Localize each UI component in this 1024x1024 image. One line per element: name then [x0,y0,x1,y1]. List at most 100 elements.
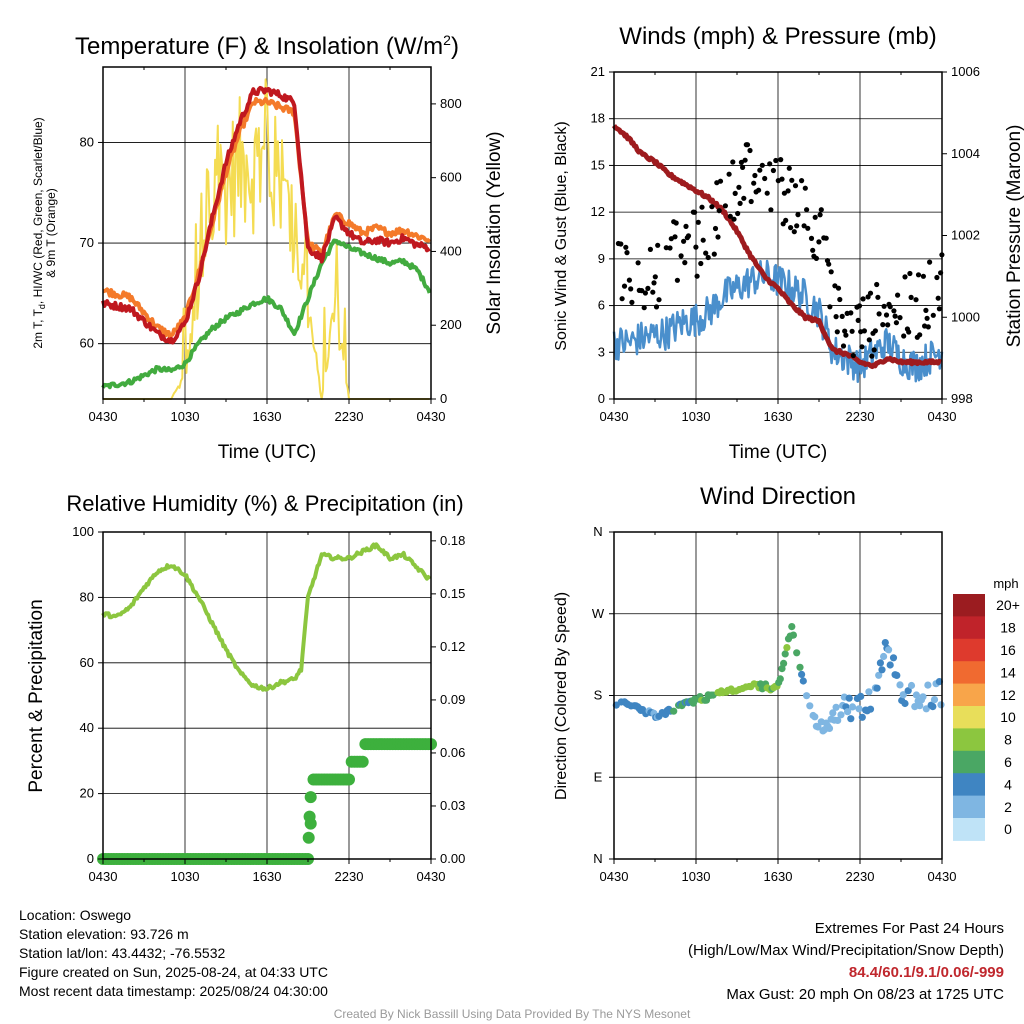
winds-series [611,124,945,384]
direction-point [837,711,845,719]
x-tick-label: 1030 [682,869,711,884]
gust-point [682,260,688,266]
gust-point [626,277,633,283]
gust-point [712,225,719,232]
direction-point [885,646,893,654]
gust-point [735,210,741,217]
x-tick-label: 1630 [253,409,282,424]
gust-point [859,344,865,350]
gust-point [653,304,660,310]
left-y-tick-label: 70 [80,235,94,250]
colorbar-label: 14 [1000,664,1016,680]
gust-point [744,142,751,148]
x-tick-label: 0430 [600,409,629,424]
gust-point [786,165,792,171]
direction-point [924,681,932,689]
left-y-tick-label: 0 [598,391,605,406]
gust-point [804,207,810,213]
x-tick-label: 0430 [417,869,446,884]
gust-point [791,229,797,235]
gust-point [764,190,770,196]
gust-point [741,195,747,201]
direction-point [858,713,866,721]
direction-point [916,702,924,710]
direction-point [919,693,927,701]
gust-point [920,273,927,279]
direction-point [825,724,834,733]
direction-point [832,703,840,711]
right-y-tick-label: 0.15 [440,586,465,601]
gust-point [731,216,737,222]
x-tick-label: 1030 [171,409,200,424]
gust-point [902,274,908,280]
series-pressure [611,124,943,370]
gust-point [799,178,805,184]
direction-point [907,681,916,690]
colorbar-swatch [953,818,985,841]
gust-point [923,307,929,313]
gust-point [861,328,868,334]
direction-point [806,702,814,710]
direction-label: E [594,769,603,784]
winds-xlabel: Time (UTC) [729,442,828,463]
colorbar-label: 6 [1004,754,1012,770]
right-y-tick-label: 200 [440,317,462,332]
gust-point [736,184,742,190]
gust-point [759,162,765,168]
gust-point [880,322,886,328]
gust-point [650,289,656,295]
gust-point [936,306,943,312]
gust-point [874,281,880,288]
series-wind [612,259,944,384]
temperature-ylabel-line1: 2m T, T [31,308,45,348]
gust-point [908,294,914,300]
gust-point [813,255,820,261]
gust-point [618,241,624,247]
direction-point [935,678,944,686]
direction-point [865,688,873,696]
humidity-ticks: 0430 1030 1630 2230 0430 0 20 40 60 80 100 0.00 0.03… [72,524,465,884]
direction-point [929,703,937,711]
gust-point [703,250,709,256]
left-y-tick-label: 20 [80,786,94,801]
gust-point [848,310,854,316]
gust-point [827,304,833,310]
direction-point [878,666,886,674]
gust-point [678,253,684,259]
precip-point [304,791,317,804]
gust-point [789,177,795,183]
gust-point [823,235,829,241]
direction-label: N [593,524,602,539]
colorbar-label: 8 [1004,732,1012,748]
x-tick-label: 0430 [928,409,957,424]
gust-point [667,245,673,251]
wind-direction-ylabel: Direction (Colored By Speed) [553,592,570,800]
gust-point [652,274,658,280]
gust-point [700,237,706,243]
gust-point [695,219,701,225]
wind-direction-panel-title: Wind Direction [700,483,856,510]
gust-point [674,277,681,283]
right-y-tick-label: 0.18 [440,533,465,548]
svg-text:2m T, Td, HI/WC (Red, Green, S: 2m T, Td, HI/WC (Red, Green, Scarlet/Blu… [31,117,47,348]
title-text: Temperature (F) & Insolation (W/m [75,33,443,60]
series-t9m [102,96,432,340]
direction-point [788,623,796,631]
gust-point [740,164,746,170]
right-y-tick-label: 998 [951,391,973,406]
gust-point [651,280,657,286]
colorbar-swatch [953,795,985,819]
wind-direction-points [612,623,945,735]
direction-point [834,716,842,725]
x-tick-label: 1630 [764,869,793,884]
gust-point [795,212,801,218]
colorbar-swatch [953,706,985,729]
colorbar-label: 20+ [996,597,1020,613]
gust-point [891,308,897,314]
humidity-panel-title: Relative Humidity (%) & Precipitation (i… [66,491,463,516]
gust-point [881,303,887,309]
gust-point [842,328,848,334]
colorbar-label: 16 [1000,642,1016,658]
temperature-ylabel-sub: d [37,304,47,309]
